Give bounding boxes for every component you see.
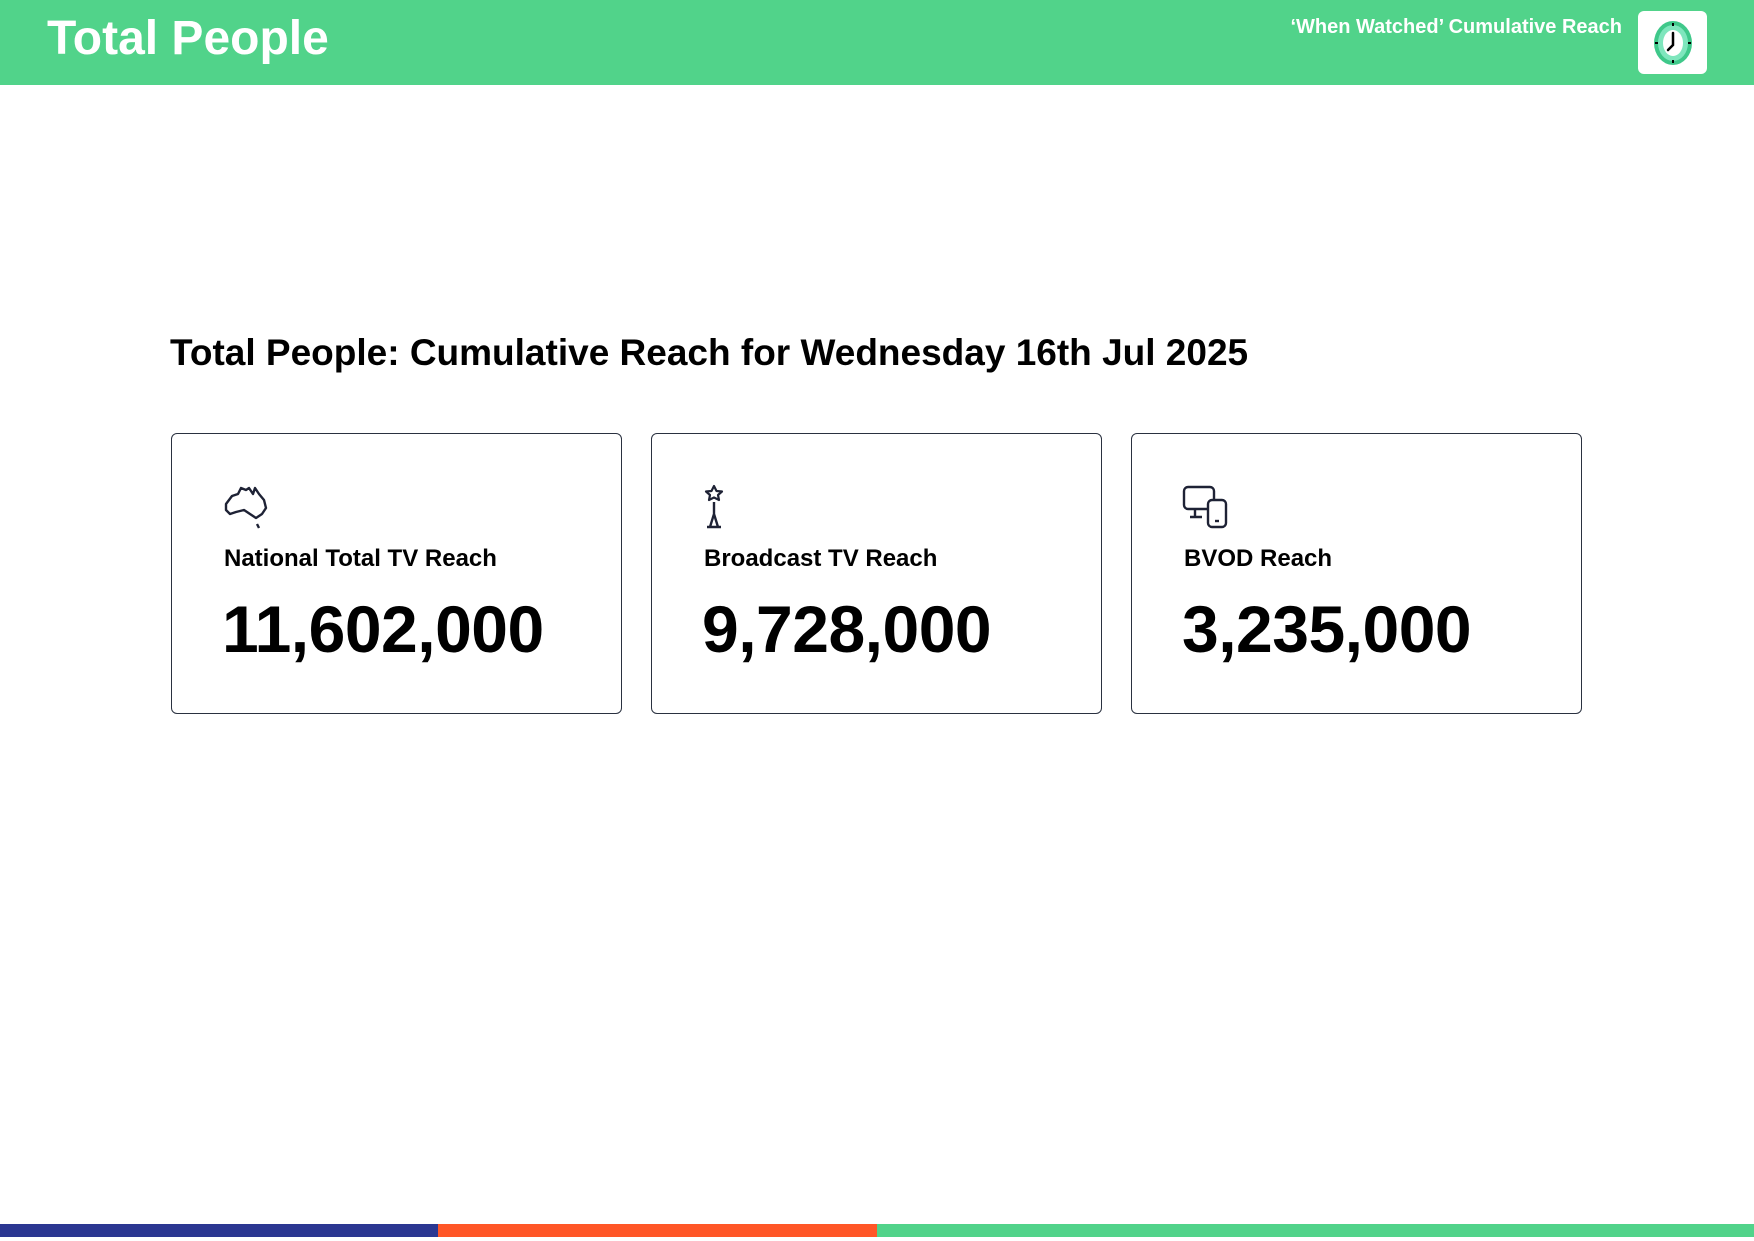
card-label: National Total TV Reach [224, 545, 497, 572]
card-value: 3,235,000 [1182, 592, 1472, 666]
report-subtitle: ‘When Watched’ Cumulative Reach [1290, 16, 1622, 38]
card-broadcast-tv-reach: Broadcast TV Reach 9,728,000 [651, 433, 1102, 714]
card-national-total-tv-reach: National Total TV Reach 11,602,000 [171, 433, 622, 714]
section-heading: Total People: Cumulative Reach for Wedne… [170, 332, 1249, 373]
header-bar: Total People ‘When Watched’ Cumulative R… [0, 0, 1754, 85]
card-value: 11,602,000 [222, 592, 544, 666]
footer-bar-green [877, 1224, 1754, 1237]
footer-bar-navy [0, 1224, 438, 1237]
card-value: 9,728,000 [702, 592, 992, 666]
devices-icon [1182, 485, 1228, 529]
clock-logo [1638, 11, 1707, 74]
clock-icon [1653, 20, 1692, 65]
australia-map-icon [224, 486, 268, 529]
card-label: Broadcast TV Reach [704, 545, 938, 572]
footer-bar-orange [438, 1224, 877, 1237]
broadcast-tower-icon [704, 484, 724, 529]
card-label: BVOD Reach [1184, 545, 1333, 572]
page-title: Total People [47, 12, 329, 65]
card-bvod-reach: BVOD Reach 3,235,000 [1131, 433, 1582, 714]
